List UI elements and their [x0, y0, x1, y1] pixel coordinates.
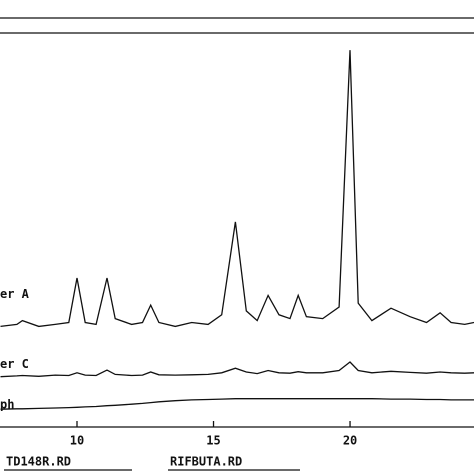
series-line [0, 398, 474, 410]
series-label: er C [0, 357, 29, 371]
x-tick-label: 15 [206, 434, 220, 448]
series-label: er A [0, 287, 30, 301]
x-tick-label: 10 [70, 434, 84, 448]
annotation: TD148R.RD [6, 455, 71, 469]
series-label: ph [0, 398, 14, 412]
series-line [0, 361, 474, 378]
series-line [0, 50, 474, 328]
x-tick-label: 20 [343, 434, 357, 448]
annotation: RIFBUTA.RD [170, 455, 242, 469]
